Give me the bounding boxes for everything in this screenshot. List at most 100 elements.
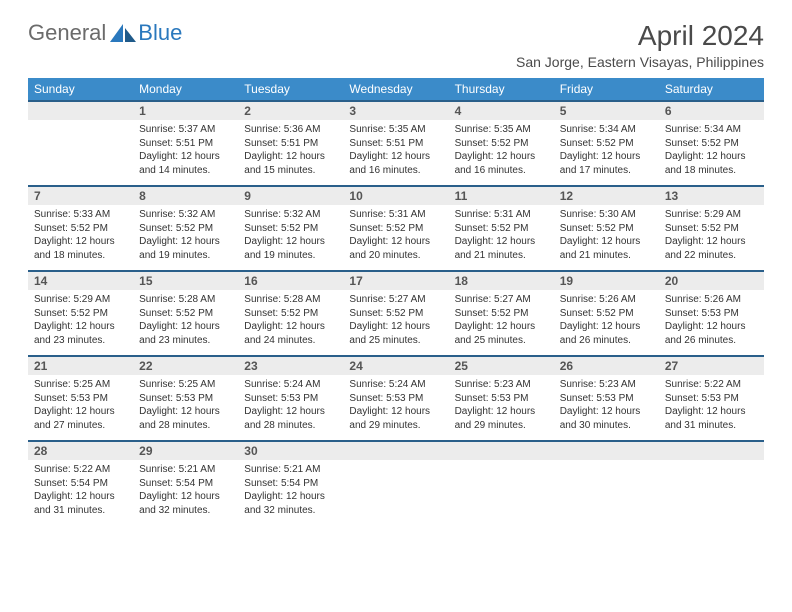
- daylight1-text: Daylight: 12 hours: [244, 150, 337, 164]
- day-content-cell: Sunrise: 5:25 AMSunset: 5:53 PMDaylight:…: [133, 375, 238, 441]
- sunset-text: Sunset: 5:53 PM: [665, 392, 758, 406]
- day-number-cell: 17: [343, 271, 448, 290]
- day-number-cell: 23: [238, 356, 343, 375]
- daylight2-text: and 23 minutes.: [139, 334, 232, 348]
- day-content-row: Sunrise: 5:29 AMSunset: 5:52 PMDaylight:…: [28, 290, 764, 356]
- day-content-cell: Sunrise: 5:23 AMSunset: 5:53 PMDaylight:…: [449, 375, 554, 441]
- day-number-cell: 14: [28, 271, 133, 290]
- sunset-text: Sunset: 5:52 PM: [139, 307, 232, 321]
- daylight2-text: and 25 minutes.: [349, 334, 442, 348]
- day-content-cell: [554, 460, 659, 525]
- day-content-cell: Sunrise: 5:29 AMSunset: 5:52 PMDaylight:…: [28, 290, 133, 356]
- daylight2-text: and 26 minutes.: [665, 334, 758, 348]
- weekday-header-row: Sunday Monday Tuesday Wednesday Thursday…: [28, 78, 764, 101]
- day-content-cell: Sunrise: 5:21 AMSunset: 5:54 PMDaylight:…: [133, 460, 238, 525]
- day-number-cell: 22: [133, 356, 238, 375]
- calendar-table: Sunday Monday Tuesday Wednesday Thursday…: [28, 78, 764, 525]
- daylight2-text: and 32 minutes.: [244, 504, 337, 518]
- daylight1-text: Daylight: 12 hours: [139, 235, 232, 249]
- day-number-cell: 10: [343, 186, 448, 205]
- daylight1-text: Daylight: 12 hours: [34, 405, 127, 419]
- daylight2-text: and 24 minutes.: [244, 334, 337, 348]
- sunset-text: Sunset: 5:52 PM: [244, 307, 337, 321]
- day-content-cell: Sunrise: 5:34 AMSunset: 5:52 PMDaylight:…: [554, 120, 659, 186]
- sunrise-text: Sunrise: 5:32 AM: [244, 208, 337, 222]
- sunset-text: Sunset: 5:54 PM: [139, 477, 232, 491]
- month-title: April 2024: [516, 20, 764, 52]
- day-number-cell: 26: [554, 356, 659, 375]
- sunset-text: Sunset: 5:53 PM: [34, 392, 127, 406]
- daylight1-text: Daylight: 12 hours: [349, 320, 442, 334]
- day-content-cell: Sunrise: 5:33 AMSunset: 5:52 PMDaylight:…: [28, 205, 133, 271]
- day-content-row: Sunrise: 5:33 AMSunset: 5:52 PMDaylight:…: [28, 205, 764, 271]
- sunrise-text: Sunrise: 5:29 AM: [34, 293, 127, 307]
- day-content-cell: Sunrise: 5:32 AMSunset: 5:52 PMDaylight:…: [238, 205, 343, 271]
- sunrise-text: Sunrise: 5:27 AM: [349, 293, 442, 307]
- day-content-cell: [659, 460, 764, 525]
- day-content-cell: Sunrise: 5:31 AMSunset: 5:52 PMDaylight:…: [449, 205, 554, 271]
- sunrise-text: Sunrise: 5:24 AM: [349, 378, 442, 392]
- day-number-cell: 28: [28, 441, 133, 460]
- day-number-row: 78910111213: [28, 186, 764, 205]
- daylight1-text: Daylight: 12 hours: [244, 490, 337, 504]
- day-content-cell: Sunrise: 5:37 AMSunset: 5:51 PMDaylight:…: [133, 120, 238, 186]
- day-number-cell: 29: [133, 441, 238, 460]
- day-number-row: 282930: [28, 441, 764, 460]
- sunrise-text: Sunrise: 5:35 AM: [455, 123, 548, 137]
- page-header: General Blue April 2024 San Jorge, Easte…: [28, 20, 764, 70]
- day-number-cell: 20: [659, 271, 764, 290]
- sunset-text: Sunset: 5:53 PM: [455, 392, 548, 406]
- daylight1-text: Daylight: 12 hours: [349, 150, 442, 164]
- daylight1-text: Daylight: 12 hours: [244, 235, 337, 249]
- sunset-text: Sunset: 5:52 PM: [560, 137, 653, 151]
- daylight1-text: Daylight: 12 hours: [455, 320, 548, 334]
- daylight1-text: Daylight: 12 hours: [455, 235, 548, 249]
- weekday-header: Tuesday: [238, 78, 343, 101]
- weekday-header: Saturday: [659, 78, 764, 101]
- daylight1-text: Daylight: 12 hours: [244, 405, 337, 419]
- logo-text-blue: Blue: [138, 20, 182, 46]
- weekday-header: Friday: [554, 78, 659, 101]
- sunset-text: Sunset: 5:51 PM: [244, 137, 337, 151]
- sunrise-text: Sunrise: 5:25 AM: [139, 378, 232, 392]
- day-content-cell: Sunrise: 5:26 AMSunset: 5:52 PMDaylight:…: [554, 290, 659, 356]
- sunrise-text: Sunrise: 5:23 AM: [455, 378, 548, 392]
- sunset-text: Sunset: 5:53 PM: [139, 392, 232, 406]
- sunset-text: Sunset: 5:52 PM: [34, 307, 127, 321]
- day-content-cell: [28, 120, 133, 186]
- daylight2-text: and 20 minutes.: [349, 249, 442, 263]
- day-number-cell: 7: [28, 186, 133, 205]
- day-content-cell: Sunrise: 5:24 AMSunset: 5:53 PMDaylight:…: [343, 375, 448, 441]
- sunrise-text: Sunrise: 5:21 AM: [139, 463, 232, 477]
- weekday-header: Wednesday: [343, 78, 448, 101]
- sunrise-text: Sunrise: 5:21 AM: [244, 463, 337, 477]
- daylight1-text: Daylight: 12 hours: [665, 405, 758, 419]
- daylight2-text: and 31 minutes.: [665, 419, 758, 433]
- sunset-text: Sunset: 5:52 PM: [560, 307, 653, 321]
- daylight2-text: and 14 minutes.: [139, 164, 232, 178]
- daylight1-text: Daylight: 12 hours: [34, 490, 127, 504]
- daylight2-text: and 25 minutes.: [455, 334, 548, 348]
- logo: General Blue: [28, 20, 182, 46]
- sunrise-text: Sunrise: 5:28 AM: [139, 293, 232, 307]
- location-text: San Jorge, Eastern Visayas, Philippines: [516, 54, 764, 70]
- daylight1-text: Daylight: 12 hours: [455, 405, 548, 419]
- daylight1-text: Daylight: 12 hours: [665, 150, 758, 164]
- weekday-header: Thursday: [449, 78, 554, 101]
- daylight1-text: Daylight: 12 hours: [139, 320, 232, 334]
- day-number-cell: 8: [133, 186, 238, 205]
- sunset-text: Sunset: 5:52 PM: [34, 222, 127, 236]
- day-number-cell: 13: [659, 186, 764, 205]
- sunset-text: Sunset: 5:52 PM: [455, 307, 548, 321]
- day-number-cell: 18: [449, 271, 554, 290]
- day-number-cell: 25: [449, 356, 554, 375]
- daylight1-text: Daylight: 12 hours: [560, 320, 653, 334]
- sunset-text: Sunset: 5:54 PM: [34, 477, 127, 491]
- day-content-cell: Sunrise: 5:25 AMSunset: 5:53 PMDaylight:…: [28, 375, 133, 441]
- day-content-cell: Sunrise: 5:30 AMSunset: 5:52 PMDaylight:…: [554, 205, 659, 271]
- day-content-cell: Sunrise: 5:21 AMSunset: 5:54 PMDaylight:…: [238, 460, 343, 525]
- sunset-text: Sunset: 5:52 PM: [665, 222, 758, 236]
- sunrise-text: Sunrise: 5:24 AM: [244, 378, 337, 392]
- logo-text-general: General: [28, 20, 106, 46]
- daylight1-text: Daylight: 12 hours: [34, 320, 127, 334]
